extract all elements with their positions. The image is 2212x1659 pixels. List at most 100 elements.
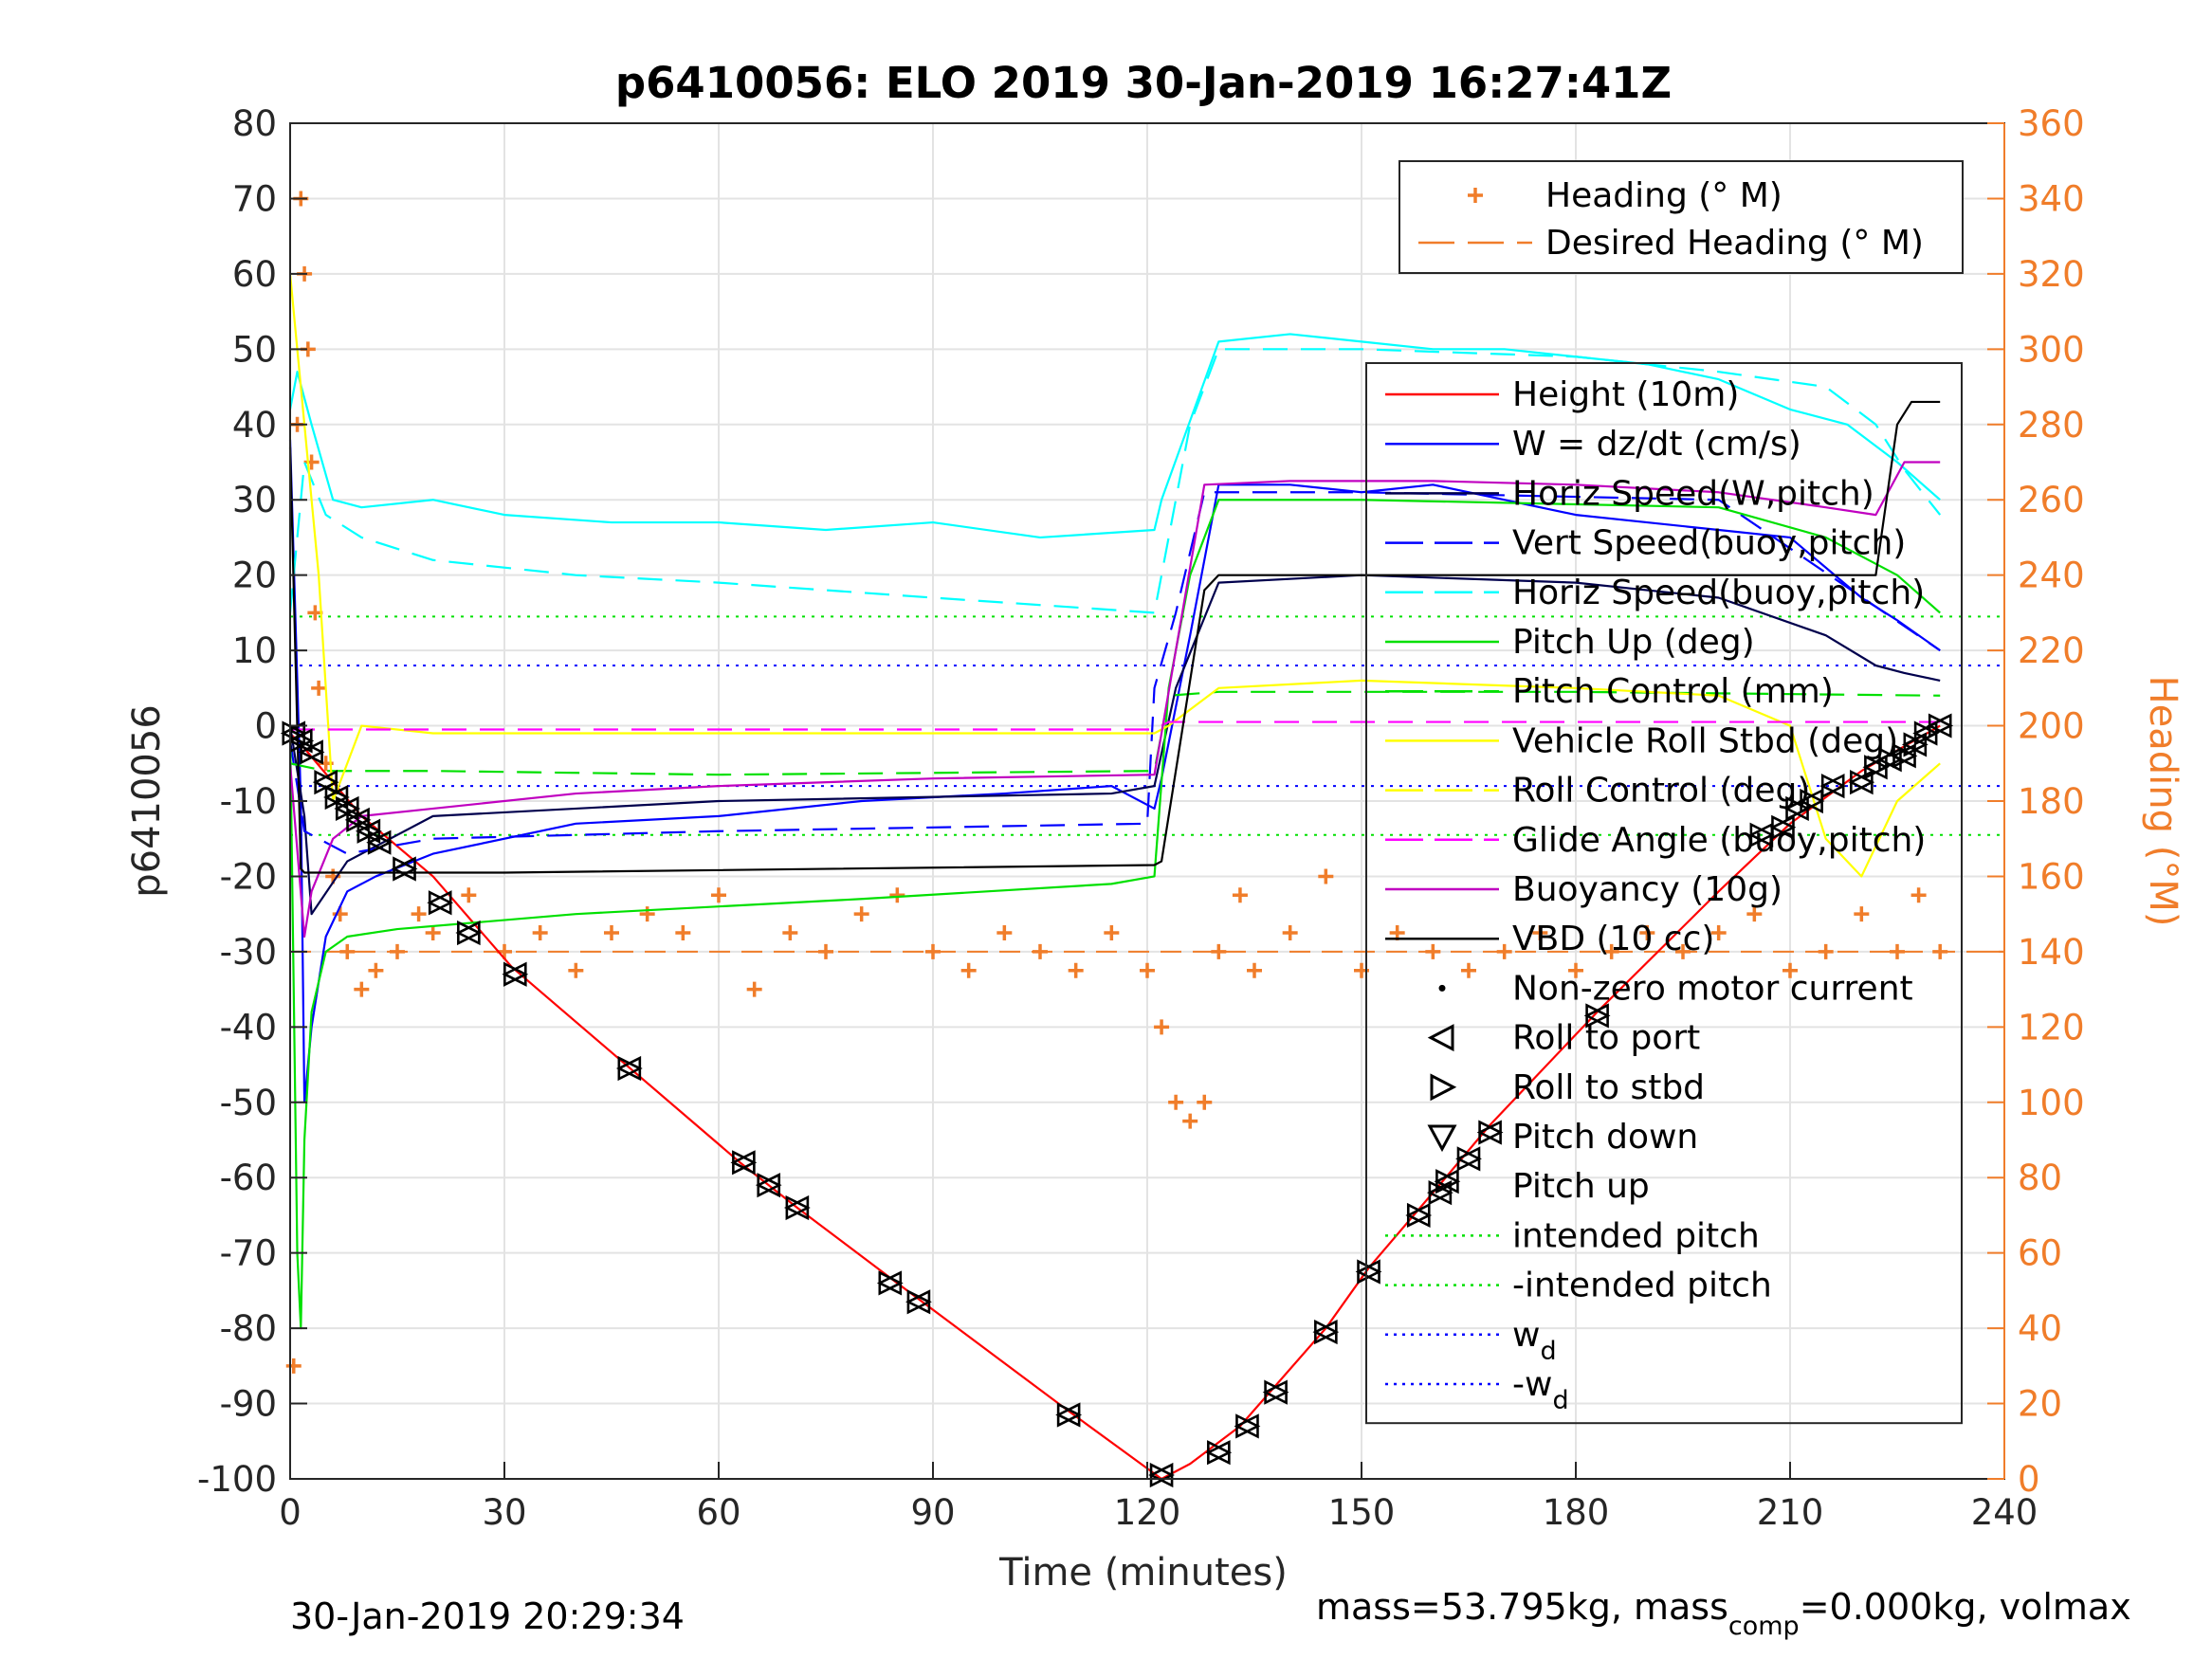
- mass-text-b: =0.000kg, volmax: [1800, 1586, 2131, 1628]
- event-marker: [1405, 1202, 1433, 1229]
- heading-point: [285, 1358, 302, 1374]
- heading-point: [1168, 1094, 1184, 1110]
- series-line: [288, 400, 1941, 874]
- heading-point: [1104, 925, 1120, 941]
- x-tick-label: 60: [696, 1492, 740, 1533]
- legend-label: Vehicle Roll Stbd (deg): [1512, 721, 1898, 760]
- heading-point: [889, 887, 905, 903]
- legend-swatch: [1427, 1024, 1454, 1052]
- legend-label: -intended pitch: [1512, 1267, 1772, 1305]
- y-tick-label: -50: [220, 1083, 277, 1123]
- event-marker: [1455, 1146, 1482, 1172]
- heading-point: [1890, 943, 1905, 959]
- legend-label: Heading (° M): [1545, 176, 1782, 215]
- series-line: [289, 724, 1941, 1481]
- heading-point: [1932, 943, 1948, 959]
- y2-tick-label: 220: [2018, 630, 2085, 671]
- heading-point: [1068, 962, 1084, 978]
- y-tick-label: 80: [232, 103, 277, 144]
- heading-point: [818, 943, 833, 959]
- x-tick-label: 210: [1757, 1492, 1824, 1533]
- legend-label: VBD (10 cc): [1512, 920, 1714, 958]
- event-marker: [1426, 1180, 1453, 1206]
- heading-point: [925, 943, 941, 959]
- heading-point: [1154, 1019, 1170, 1035]
- heading-point: [1568, 962, 1583, 978]
- series-lines: [288, 273, 1942, 1481]
- mass-subscript: comp: [1728, 1612, 1800, 1641]
- legend-label: Roll to port: [1512, 1019, 1700, 1058]
- event-marker: [1205, 1440, 1233, 1466]
- y-tick-label: 60: [232, 254, 277, 295]
- legend-label: Desired Heading (° M): [1545, 224, 1924, 263]
- heading-series: [285, 191, 1948, 1374]
- legend-label-sub: d: [1540, 1337, 1556, 1366]
- legend-label: W = dz/dt (cm/s): [1512, 425, 1801, 464]
- heading-point: [1211, 943, 1227, 959]
- heading-point: [782, 925, 798, 941]
- y-tick-label: 10: [232, 630, 277, 671]
- event-marker: [1434, 1169, 1461, 1194]
- x-tick-label: 30: [482, 1492, 526, 1533]
- event-marker: [1262, 1379, 1289, 1405]
- event-marker: [1848, 770, 1875, 795]
- heading-point: [390, 943, 405, 959]
- heading-point: [996, 925, 1013, 941]
- series-line: [288, 348, 1942, 614]
- event-marker: [502, 961, 529, 987]
- heading-point: [1910, 887, 1927, 903]
- heading-point: [1782, 962, 1798, 978]
- y2-tick-label: 280: [2018, 405, 2085, 446]
- legend-label: intended pitch: [1512, 1216, 1760, 1255]
- heading-point: [1710, 925, 1727, 941]
- event-marker: [1798, 788, 1825, 814]
- series-line: [288, 574, 1941, 916]
- y2-tick-label: 80: [2018, 1158, 2062, 1198]
- y2-tick-label: 0: [2018, 1459, 2040, 1500]
- heading-point: [711, 887, 726, 903]
- chart-title: p6410056: ELO 2019 30-Jan-2019 16:27:41Z: [615, 58, 1672, 108]
- y2-axis-ticks: 3603403203002802602402202001801601401201…: [1987, 103, 2085, 1500]
- y-tick-label: -30: [220, 932, 277, 973]
- heading-point: [1282, 925, 1298, 941]
- x-tick-label: 150: [1328, 1492, 1396, 1533]
- legend-label: Non-zero motor current: [1512, 969, 1913, 1008]
- event-marker: [730, 1150, 758, 1176]
- y2-tick-label: 100: [2018, 1083, 2085, 1123]
- x-tick-label: 0: [279, 1492, 302, 1533]
- legend-label-sub: d: [1552, 1386, 1568, 1415]
- mass-text-a: mass=53.795kg, mass: [1316, 1586, 1728, 1628]
- legend-label: Glide Angle (buoy,pitch): [1512, 821, 1926, 860]
- legend-swatch: [1438, 984, 1446, 992]
- series-line: [288, 273, 1941, 878]
- legend-label: Vert Speed(buoy,pitch): [1512, 524, 1906, 563]
- event-marker: [391, 856, 418, 882]
- event-marker: [615, 1055, 643, 1082]
- y2-tick-label: 180: [2018, 781, 2085, 822]
- event-marker: [1355, 1259, 1382, 1285]
- y-tick-label: 0: [254, 706, 277, 747]
- heading-point: [1232, 887, 1248, 903]
- event-marker: [1583, 1003, 1611, 1029]
- y-tick-label: 50: [232, 329, 277, 370]
- event-marker: [783, 1194, 811, 1221]
- heading-point: [354, 981, 370, 997]
- event-marker: [427, 890, 454, 916]
- y-tick-label: -80: [220, 1308, 277, 1349]
- y2-tick-label: 20: [2018, 1384, 2062, 1425]
- heading-point: [1461, 962, 1476, 978]
- event-marker: [1148, 1462, 1175, 1488]
- y-tick-label: 30: [232, 480, 277, 520]
- heading-point: [1854, 906, 1870, 922]
- heading-point: [461, 887, 477, 903]
- heading-point: [1746, 906, 1763, 922]
- heading-point: [1140, 962, 1155, 978]
- heading-point: [1532, 925, 1548, 941]
- y2-tick-label: 60: [2018, 1233, 2062, 1274]
- heading-point: [1639, 925, 1655, 941]
- heading-point: [1603, 943, 1619, 959]
- heading-point: [639, 906, 655, 922]
- event-marker: [1819, 774, 1847, 799]
- event-marker: [1312, 1319, 1340, 1345]
- heading-point: [411, 906, 427, 922]
